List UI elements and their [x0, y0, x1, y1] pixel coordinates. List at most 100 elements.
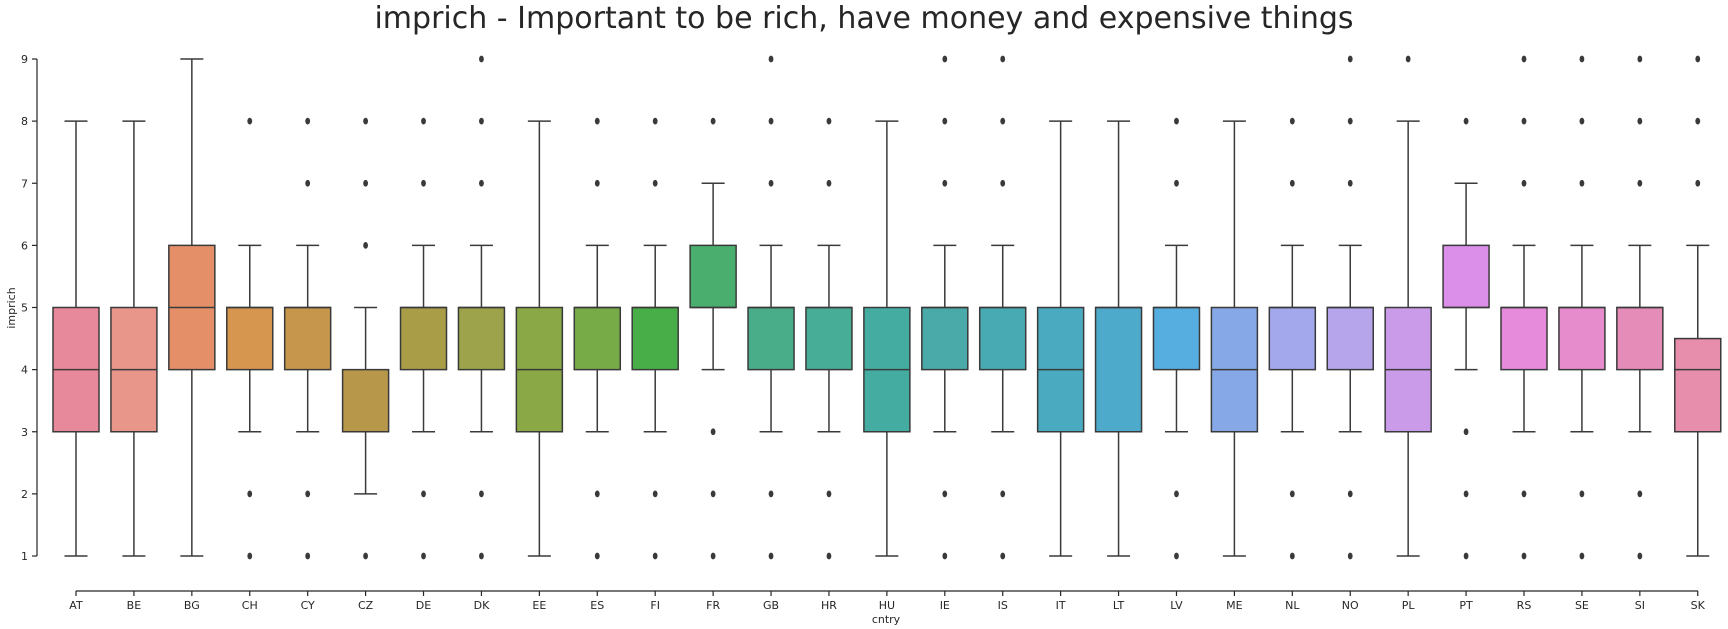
box-fr — [689, 117, 737, 560]
x-tick-label: SK — [1691, 599, 1706, 612]
box-no — [1326, 55, 1374, 560]
outlier-point — [768, 490, 774, 498]
y-tick-label: 7 — [21, 177, 28, 190]
box-at — [52, 120, 100, 557]
outlier-point — [594, 552, 600, 560]
x-tick-label: NO — [1342, 599, 1359, 612]
outlier-point — [247, 490, 253, 498]
x-tick-label: HR — [821, 599, 837, 612]
outlier-point — [1579, 117, 1585, 125]
outlier-point — [479, 552, 484, 560]
outlier-point — [305, 117, 311, 125]
outlier-point — [1637, 490, 1643, 498]
x-axis-label: cntry — [872, 613, 901, 626]
outlier-point — [768, 552, 774, 560]
box-pl — [1384, 55, 1432, 557]
iqr-box — [457, 306, 506, 371]
outlier-point — [1463, 490, 1469, 498]
outlier-point — [1521, 117, 1527, 125]
outlier-point — [710, 428, 716, 436]
iqr-box — [1674, 337, 1722, 433]
box-ch — [226, 117, 274, 560]
x-tick-label: LV — [1170, 599, 1183, 612]
outlier-point — [594, 117, 600, 125]
outlier-point — [768, 117, 774, 125]
outlier-point — [479, 117, 484, 125]
outlier-point — [768, 179, 774, 187]
outlier-point — [247, 552, 253, 560]
outlier-point — [1695, 179, 1701, 187]
outlier-point — [652, 179, 658, 187]
outlier-point — [942, 179, 948, 187]
outlier-point — [652, 490, 658, 498]
outlier-point — [1463, 552, 1469, 560]
outlier-point — [826, 179, 832, 187]
outlier-point — [305, 490, 311, 498]
iqr-box — [399, 306, 448, 371]
x-tick-label: CY — [301, 599, 315, 612]
x-tick-label: FR — [706, 599, 720, 612]
box-be — [110, 120, 158, 557]
iqr-box — [1268, 306, 1317, 371]
outlier-point — [1637, 55, 1643, 63]
outlier-point — [710, 552, 716, 560]
iqr-box — [921, 306, 969, 371]
y-tick-label: 6 — [21, 239, 28, 252]
outlier-point — [1521, 55, 1527, 63]
outlier-point — [710, 117, 716, 125]
outlier-point — [1405, 55, 1411, 63]
outlier-point — [247, 117, 253, 125]
outlier-point — [479, 179, 484, 187]
x-tick-label: PT — [1459, 599, 1473, 612]
box-de — [399, 117, 448, 560]
box-cz — [341, 117, 390, 560]
y-tick-label: 2 — [21, 488, 28, 501]
outlier-point — [1347, 179, 1353, 187]
outlier-point — [363, 179, 368, 187]
outlier-point — [1579, 490, 1585, 498]
outlier-point — [1463, 117, 1469, 125]
outlier-point — [479, 490, 484, 498]
x-tick-label: PL — [1402, 599, 1416, 612]
box-dk — [457, 55, 506, 560]
iqr-box — [573, 306, 622, 371]
iqr-box — [1616, 306, 1664, 371]
outlier-point — [942, 490, 948, 498]
outlier-point — [1347, 117, 1353, 125]
outlier-point — [1000, 55, 1006, 63]
x-tick-label: RS — [1517, 599, 1532, 612]
iqr-box — [1152, 306, 1201, 371]
box-gb — [747, 55, 795, 560]
iqr-box — [978, 306, 1027, 371]
outlier-point — [1000, 552, 1006, 560]
x-tick-label: CH — [242, 599, 258, 612]
outlier-point — [768, 55, 774, 63]
x-tick-label: DK — [474, 599, 490, 612]
outlier-point — [652, 117, 658, 125]
y-tick-label: 4 — [21, 364, 28, 377]
outlier-point — [479, 55, 484, 63]
outlier-point — [1521, 552, 1527, 560]
iqr-box — [631, 306, 679, 371]
x-tick-label: BG — [184, 599, 200, 612]
box-es — [573, 117, 622, 560]
boxes-group — [52, 55, 1722, 560]
x-tick-label: DE — [416, 599, 431, 612]
y-tick-label: 8 — [21, 115, 28, 128]
box-se — [1558, 55, 1606, 560]
outlier-point — [1579, 55, 1585, 63]
outlier-point — [1637, 117, 1643, 125]
box-cy — [283, 117, 332, 560]
box-nl — [1268, 117, 1317, 560]
outlier-point — [1000, 117, 1006, 125]
outlier-point — [710, 490, 716, 498]
outlier-point — [1637, 179, 1643, 187]
iqr-box — [1500, 306, 1548, 371]
outlier-point — [1289, 552, 1295, 560]
outlier-point — [652, 552, 658, 560]
outlier-point — [1174, 117, 1179, 125]
outlier-point — [1347, 552, 1353, 560]
iqr-box — [283, 306, 332, 371]
box-me — [1210, 120, 1259, 557]
